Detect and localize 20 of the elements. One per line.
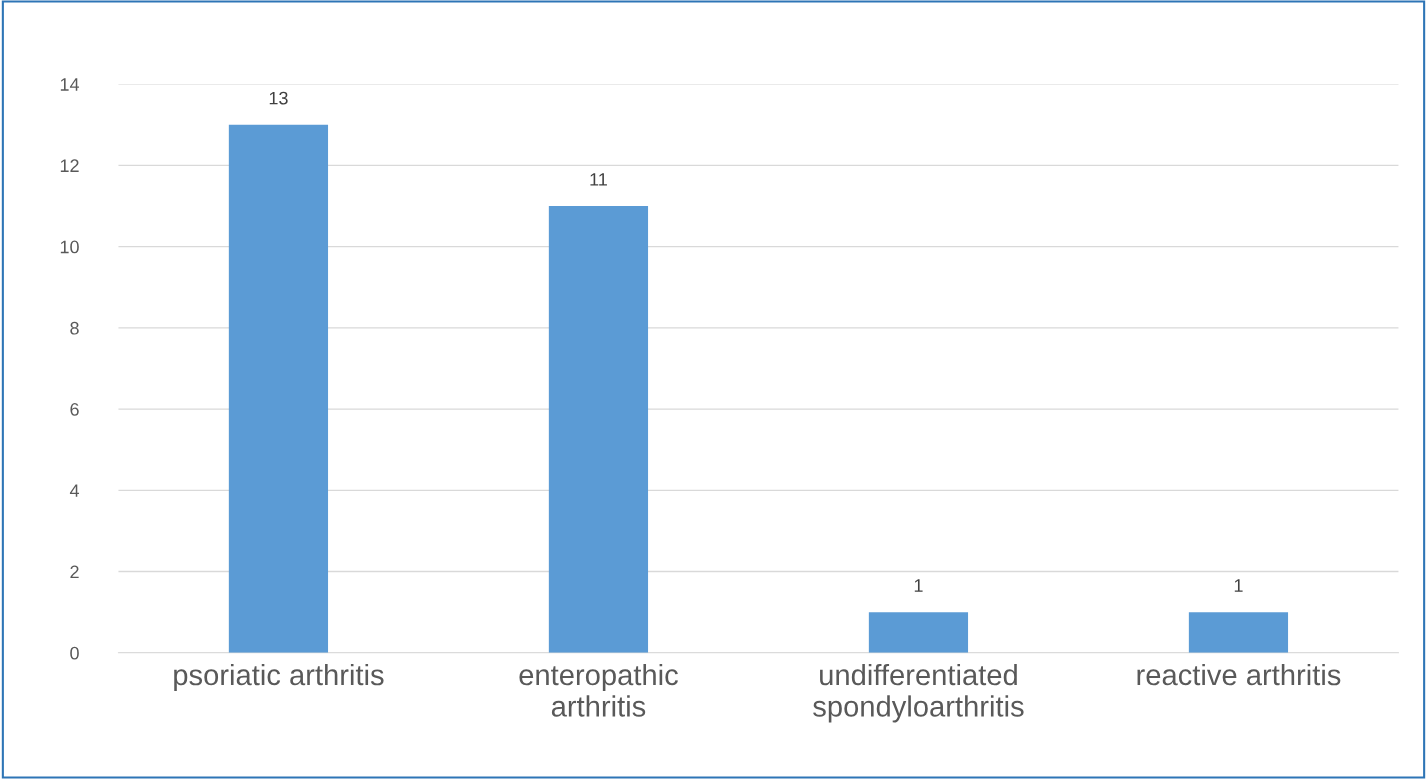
x-tick-label: enteropathic arthritis: [519, 663, 678, 717]
bar: [228, 124, 329, 653]
data-label: 13: [269, 91, 288, 105]
y-tick-label: 12: [60, 159, 79, 172]
data-label: 1: [1234, 579, 1243, 592]
x-tick-label: psoriatic arthritis: [174, 663, 384, 692]
bar: [868, 612, 969, 653]
y-tick-label: 14: [60, 78, 80, 91]
y-tick-label: 0: [70, 646, 79, 660]
bar: [548, 205, 649, 653]
y-tick-label: 6: [70, 403, 79, 416]
data-label: 11: [590, 173, 607, 186]
data-label: 1: [914, 579, 923, 592]
y-tick-label: 8: [70, 321, 79, 335]
bar: [1188, 612, 1289, 653]
y-tick-label: 10: [60, 240, 79, 254]
y-tick-label: 4: [69, 484, 80, 497]
x-tick-label: undifferentiated spondyloarthritis: [813, 663, 1024, 723]
y-tick-label: 2: [70, 565, 79, 579]
x-tick-label: reactive arthritis: [1137, 663, 1341, 686]
